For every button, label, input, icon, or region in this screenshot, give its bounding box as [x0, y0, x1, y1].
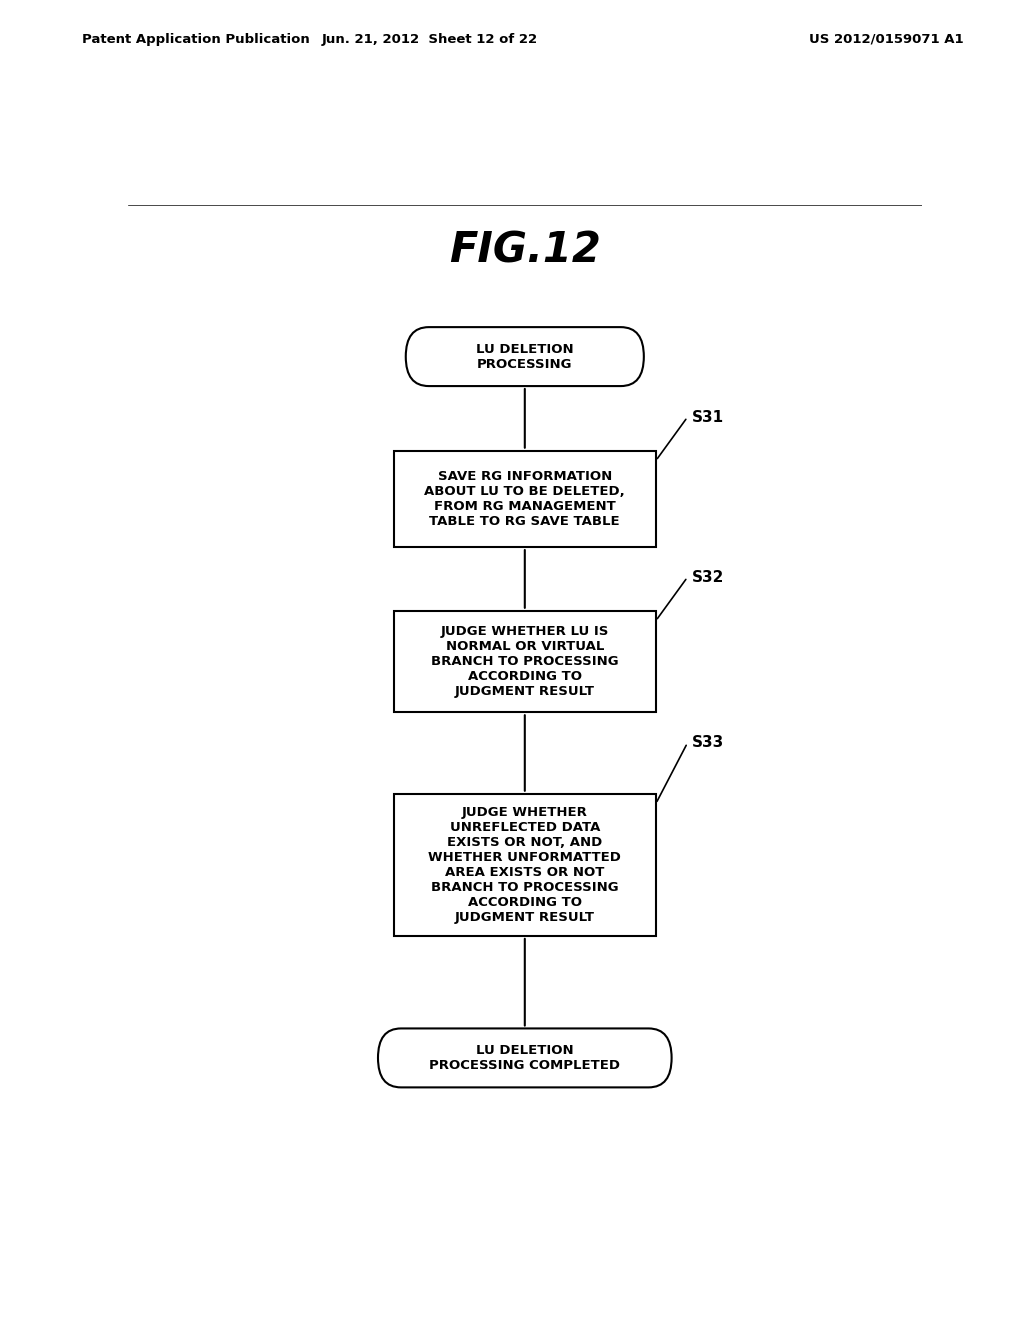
Text: JUDGE WHETHER
UNREFLECTED DATA
EXISTS OR NOT, AND
WHETHER UNFORMATTED
AREA EXIST: JUDGE WHETHER UNREFLECTED DATA EXISTS OR… [428, 805, 622, 924]
Text: S32: S32 [691, 570, 724, 585]
FancyBboxPatch shape [378, 1028, 672, 1088]
Text: JUDGE WHETHER LU IS
NORMAL OR VIRTUAL
BRANCH TO PROCESSING
ACCORDING TO
JUDGMENT: JUDGE WHETHER LU IS NORMAL OR VIRTUAL BR… [431, 624, 618, 698]
Text: LU DELETION
PROCESSING COMPLETED: LU DELETION PROCESSING COMPLETED [429, 1044, 621, 1072]
Text: SAVE RG INFORMATION
ABOUT LU TO BE DELETED,
FROM RG MANAGEMENT
TABLE TO RG SAVE : SAVE RG INFORMATION ABOUT LU TO BE DELET… [424, 470, 626, 528]
Text: LU DELETION
PROCESSING: LU DELETION PROCESSING [476, 343, 573, 371]
Text: US 2012/0159071 A1: US 2012/0159071 A1 [809, 33, 964, 46]
Text: S33: S33 [691, 735, 724, 750]
Text: Jun. 21, 2012  Sheet 12 of 22: Jun. 21, 2012 Sheet 12 of 22 [322, 33, 539, 46]
FancyBboxPatch shape [394, 450, 655, 548]
FancyBboxPatch shape [406, 327, 644, 385]
Text: S31: S31 [691, 409, 724, 425]
FancyBboxPatch shape [394, 611, 655, 713]
Text: Patent Application Publication: Patent Application Publication [82, 33, 309, 46]
FancyBboxPatch shape [394, 793, 655, 936]
Text: FIG.12: FIG.12 [449, 230, 601, 272]
